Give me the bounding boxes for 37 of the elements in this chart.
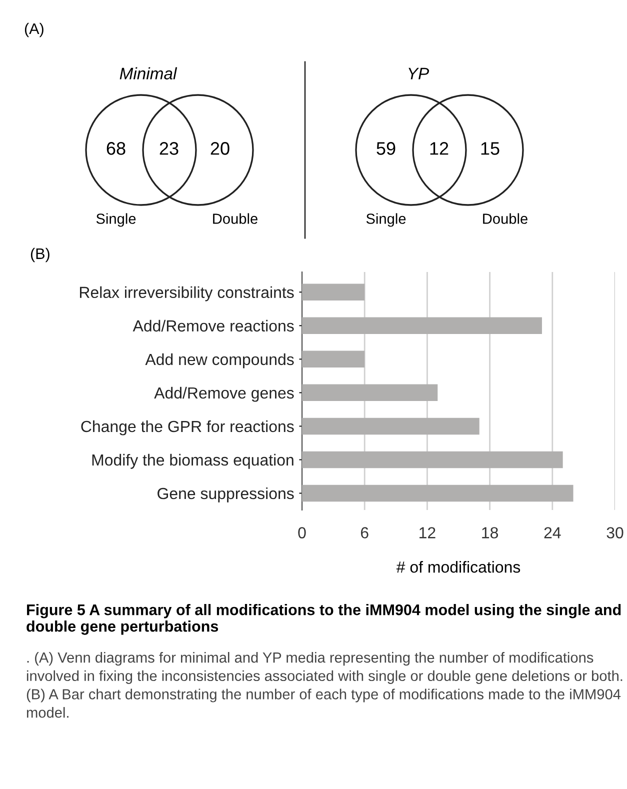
text: YP [408, 68, 430, 80]
text: Minimal [120, 67, 178, 80]
bar [302, 451, 563, 468]
x-axis-title: # of modifications [396, 561, 520, 573]
bar [302, 484, 574, 502]
x-tick-label: 18 [482, 527, 498, 538]
x-tick-label: 0 [298, 527, 306, 538]
y-tick-label: Add/Remove reactions [132, 320, 294, 332]
x-tick-label: 6 [360, 527, 368, 538]
caption: Figure 5 A summary of all modifications to the iMM904 model using the single and double gene perturbations [26, 604, 621, 635]
bar [302, 317, 542, 334]
data-label: 15 [481, 142, 500, 155]
data-label: 23 [160, 142, 178, 155]
x-tick-label: 24 [544, 527, 561, 538]
y-tick-label: Add new compounds [145, 353, 294, 368]
y-tick-label: Add/Remove genes [154, 386, 294, 402]
data-label: 20 [210, 142, 230, 155]
x-tick-label: 30 [606, 527, 624, 538]
y-tick-label: Gene suppressions [158, 487, 294, 502]
bar [302, 418, 480, 435]
data-label: 68 [106, 142, 126, 155]
bar [302, 350, 365, 368]
text: (A) [24, 22, 44, 38]
text: (B) [30, 248, 50, 262]
y-tick-label: Modify the biomass equation [92, 454, 294, 469]
bar [302, 384, 438, 402]
category-label: Double [483, 213, 528, 224]
data-label: 12 [430, 142, 448, 155]
y-tick-label: Relax irreversibility constraints [80, 286, 294, 302]
category-label: Single [96, 213, 136, 227]
bar [302, 284, 365, 300]
y-tick-label: Change the GPR for reactions [81, 420, 294, 436]
category-label: Single [366, 213, 406, 227]
category-label: Double [213, 213, 258, 224]
data-label: 59 [376, 142, 396, 155]
x-tick-label: 12 [420, 527, 436, 538]
text: . (A) Venn diagrams for minimal and YP media representing the number of modifications involved in fixing the inconsistencies associated with single or double gene deletions or both. (B) A Bar chart demonstrating the number of each type of modifications made to the iMM904 model. [26, 652, 622, 718]
